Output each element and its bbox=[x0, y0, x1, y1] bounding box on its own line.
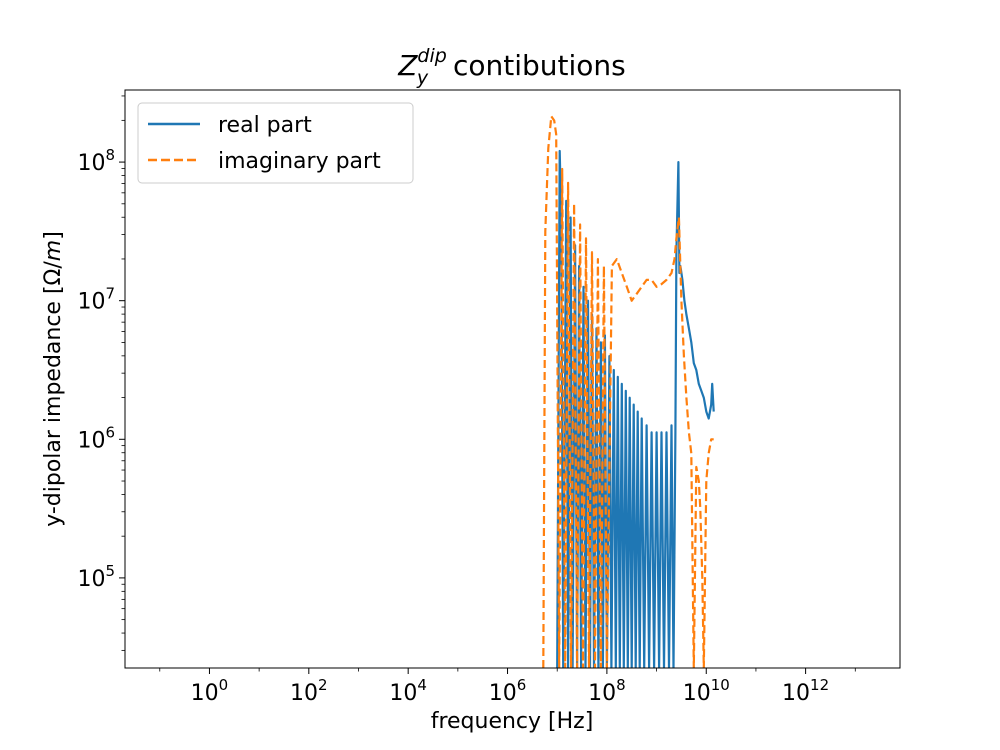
x-tick-base: 10 bbox=[683, 681, 711, 706]
y-tick-base: 10 bbox=[77, 151, 105, 176]
x-tick-exponent: 2 bbox=[318, 676, 328, 694]
title-superscript: dip bbox=[417, 45, 446, 67]
series-line-real-part bbox=[556, 149, 715, 668]
series-layer bbox=[542, 115, 715, 668]
legend-box bbox=[137, 102, 414, 184]
x-tick-base: 10 bbox=[389, 681, 417, 706]
y-tick-label: 107 bbox=[77, 285, 115, 315]
y-tick-base: 10 bbox=[77, 428, 105, 453]
x-tick-exponent: 10 bbox=[711, 676, 730, 694]
x-axis-label: frequency [Hz] bbox=[431, 709, 594, 734]
y-tick-label: 106 bbox=[77, 423, 115, 453]
y-axis-label-text: y-dipolar impedance [Ω/ bbox=[41, 261, 66, 527]
x-tick-base: 10 bbox=[290, 681, 318, 706]
x-tick-base: 10 bbox=[191, 681, 219, 706]
x-tick-label: 1010 bbox=[683, 676, 730, 706]
x-tick-label: 100 bbox=[191, 676, 229, 706]
x-tick-exponent: 12 bbox=[810, 676, 829, 694]
series-line-imaginary-part bbox=[542, 115, 714, 668]
y-axis-label-unit: m bbox=[41, 240, 66, 261]
x-tick-label: 104 bbox=[389, 676, 427, 706]
x-axis-ticks: 100 102 104 106 108 1010 1012 bbox=[159, 668, 856, 706]
x-tick-exponent: 6 bbox=[517, 676, 527, 694]
y-tick-exponent: 8 bbox=[105, 146, 115, 164]
y-tick-label: 108 bbox=[77, 146, 115, 176]
x-tick-exponent: 0 bbox=[219, 676, 229, 694]
title-rest: contibutions bbox=[444, 49, 626, 82]
chart-title: Zdip y contibutions bbox=[397, 45, 626, 89]
y-tick-label: 105 bbox=[77, 562, 115, 592]
x-tick-label: 1012 bbox=[782, 676, 829, 706]
x-tick-exponent: 8 bbox=[616, 676, 626, 694]
x-tick-base: 10 bbox=[588, 681, 616, 706]
y-tick-exponent: 5 bbox=[105, 562, 115, 580]
x-tick-base: 10 bbox=[489, 681, 517, 706]
title-base: Z bbox=[397, 49, 418, 82]
title-subscript: y bbox=[416, 67, 429, 89]
x-tick-base: 10 bbox=[782, 681, 810, 706]
x-tick-label: 108 bbox=[588, 676, 626, 706]
legend-label-imaginary-part: imaginary part bbox=[218, 149, 381, 174]
x-tick-exponent: 4 bbox=[417, 676, 427, 694]
y-tick-exponent: 6 bbox=[105, 423, 115, 441]
y-tick-base: 10 bbox=[77, 567, 105, 592]
legend-label-real-part: real part bbox=[218, 113, 312, 138]
y-axis-label-bracket: ] bbox=[41, 231, 66, 240]
y-tick-base: 10 bbox=[77, 290, 105, 315]
plot-frame bbox=[124, 89, 901, 669]
x-tick-label: 106 bbox=[489, 676, 527, 706]
legend: real part imaginary part bbox=[137, 102, 414, 184]
y-axis-label: y-dipolar impedance [Ω/m] bbox=[41, 231, 66, 527]
x-tick-label: 102 bbox=[290, 676, 328, 706]
y-tick-exponent: 7 bbox=[105, 285, 115, 303]
